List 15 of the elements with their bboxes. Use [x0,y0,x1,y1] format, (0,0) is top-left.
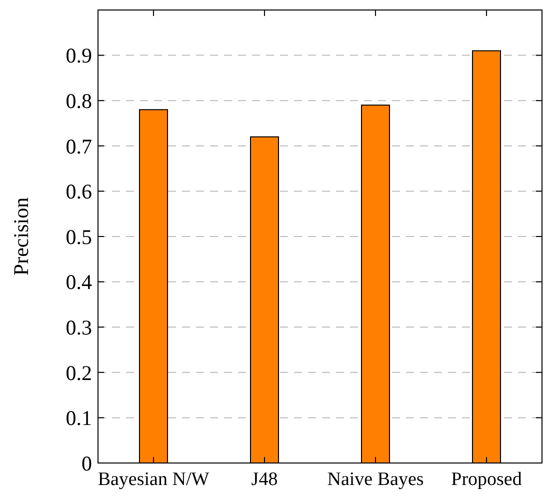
y-tick-label: 0.6 [66,180,92,204]
y-tick-label: 0.7 [66,134,92,158]
x-tick-label: Bayesian N/W [98,469,210,490]
y-tick-label: 0.3 [66,315,92,340]
y-tick-label: 0.4 [66,270,92,294]
y-tick-label: 0.9 [66,44,92,68]
x-tick-label: J48 [251,469,278,490]
y-tick-label: 0 [82,451,92,476]
y-tick-label: 0.2 [66,360,92,385]
y-tick-label: 0.8 [66,88,92,113]
x-tick-label: Naive Bayes [327,469,424,490]
y-tick-label: 0.5 [66,224,92,249]
y-tick-label: 0.1 [66,406,92,430]
x-tick-label: Proposed [451,469,522,490]
y-axis-title: Precision [9,196,33,276]
